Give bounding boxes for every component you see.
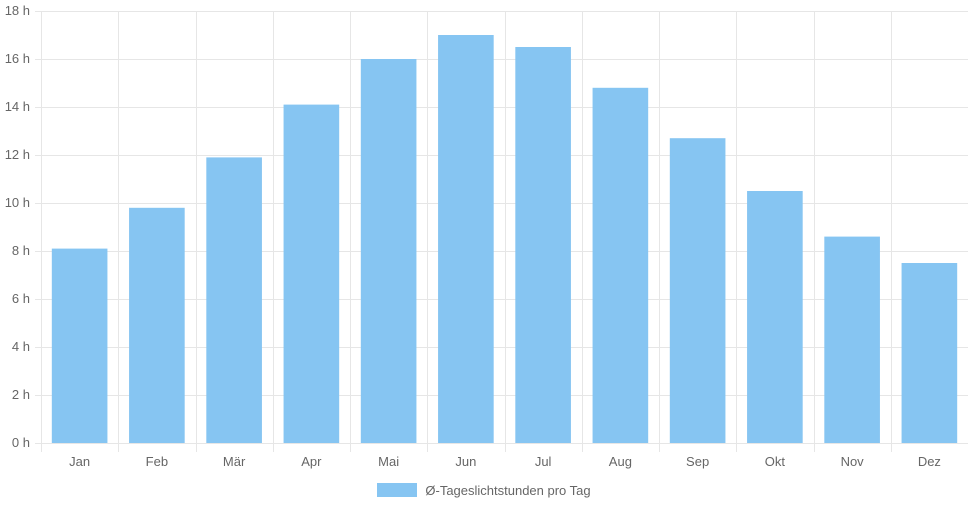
legend-label: Ø-Tageslichtstunden pro Tag [425,482,591,498]
bar-Mär[interactable] [206,157,262,443]
x-tick-label: Sep [686,454,709,469]
bar-Jan[interactable] [51,248,108,443]
x-tick-label: Jan [69,454,90,469]
bar-Apr[interactable] [283,104,340,443]
grid-lines [35,11,968,452]
legend[interactable]: Ø-Tageslichtstunden pro Tag [0,480,968,500]
y-tick-label: 14 h [5,99,30,114]
y-axis-ticks: 0 h 2 h 4 h 6 h 8 h 10 h 12 h 14 h 16 h 18 h [5,3,30,450]
y-tick-label: 4 h [12,339,30,354]
legend-swatch [377,483,418,497]
x-tick-label: Apr [301,454,322,469]
y-tick-label: 8 h [12,243,30,258]
x-tick-label: Jul [535,454,552,469]
x-tick-label: Dez [918,454,941,469]
y-tick-label: 6 h [12,291,30,306]
x-tick-label: Jun [455,454,476,469]
x-tick-label: Mai [378,454,399,469]
bar-Okt[interactable] [747,191,803,443]
y-tick-label: 10 h [5,195,30,210]
y-tick-label: 12 h [5,147,30,162]
bar-Aug[interactable] [592,87,649,444]
bar-Dez[interactable] [901,263,958,443]
y-tick-label: 18 h [5,3,30,18]
x-tick-label: Nov [841,454,865,469]
y-tick-label: 16 h [5,51,30,66]
bar-Nov[interactable] [824,236,880,443]
x-axis-ticks: Jan Feb Mär Apr Mai Jun Jul Aug Sep Okt Nov Dez [69,454,941,469]
bar-Feb[interactable] [129,207,185,443]
bar-Mai[interactable] [360,59,417,443]
x-tick-label: Aug [609,454,632,469]
x-tick-label: Okt [765,454,786,469]
y-tick-label: 0 h [12,435,30,450]
bar-Jul[interactable] [515,47,571,443]
bar-Jun[interactable] [438,35,494,443]
y-tick-label: 2 h [12,387,30,402]
bar-Sep[interactable] [669,138,726,443]
bar-chart: 0 h 2 h 4 h 6 h 8 h 10 h 12 h 14 h 16 h 18 h Jan F… [5,3,968,469]
x-tick-label: Feb [146,454,168,469]
bars [51,35,958,444]
x-tick-label: Mär [223,454,246,469]
